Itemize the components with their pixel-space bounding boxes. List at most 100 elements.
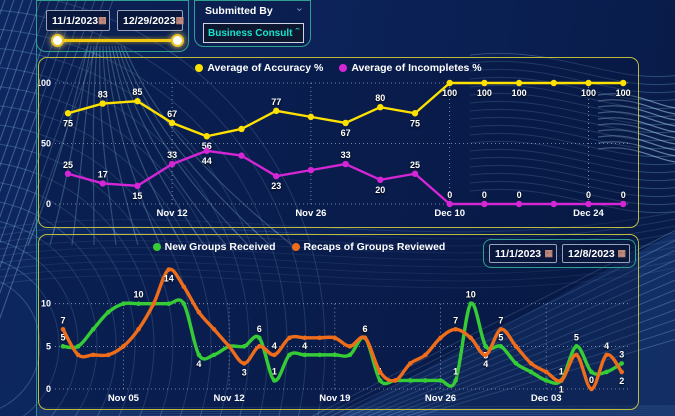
data-point[interactable] xyxy=(332,352,338,358)
data-point[interactable] xyxy=(168,160,176,168)
data-point[interactable] xyxy=(166,267,171,272)
data-point[interactable] xyxy=(134,97,141,105)
data-point[interactable] xyxy=(585,200,592,208)
data-point[interactable] xyxy=(438,378,443,383)
data-point[interactable] xyxy=(377,369,383,375)
data-point[interactable] xyxy=(151,301,156,306)
data-point[interactable] xyxy=(589,369,594,375)
data-point[interactable] xyxy=(99,180,106,187)
data-point[interactable] xyxy=(211,326,217,332)
data-point[interactable] xyxy=(121,344,126,349)
data-point[interactable] xyxy=(342,119,349,127)
data-point[interactable] xyxy=(226,344,232,349)
data-point[interactable] xyxy=(515,79,523,87)
data-point[interactable] xyxy=(238,125,245,133)
data-point[interactable] xyxy=(121,301,126,306)
data-point[interactable] xyxy=(272,378,277,383)
data-point[interactable] xyxy=(589,386,594,392)
data-point[interactable] xyxy=(619,361,624,366)
data-point[interactable] xyxy=(392,378,398,383)
data-point[interactable] xyxy=(257,335,262,341)
data-point[interactable] xyxy=(528,361,534,366)
data-point[interactable] xyxy=(585,79,592,87)
data-point[interactable] xyxy=(446,200,453,208)
data-point[interactable] xyxy=(332,335,338,341)
legend-item-incompletes[interactable]: Average of Incompletes % xyxy=(339,62,482,74)
data-point[interactable] xyxy=(543,369,549,375)
chart2-end-date-input[interactable]: 12/8/2023 ▦ xyxy=(562,244,630,263)
data-point[interactable] xyxy=(302,335,307,341)
data-point[interactable] xyxy=(362,335,368,341)
data-point[interactable] xyxy=(196,309,202,315)
data-point[interactable] xyxy=(498,326,504,332)
data-point[interactable] xyxy=(481,79,488,87)
end-date-input[interactable]: 12/29/2023 ▦ xyxy=(117,10,184,31)
data-point[interactable] xyxy=(408,378,413,383)
data-point[interactable] xyxy=(90,326,96,332)
data-point[interactable] xyxy=(317,352,323,358)
data-point[interactable] xyxy=(134,182,141,190)
data-point[interactable] xyxy=(411,170,419,177)
data-point[interactable] xyxy=(515,200,523,208)
data-point[interactable] xyxy=(168,119,176,127)
data-point[interactable] xyxy=(550,79,557,87)
date-slider-track[interactable] xyxy=(58,39,178,42)
data-point[interactable] xyxy=(620,79,627,87)
data-point[interactable] xyxy=(528,369,534,375)
data-point[interactable] xyxy=(90,352,96,358)
data-point[interactable] xyxy=(423,352,428,358)
data-point[interactable] xyxy=(483,352,489,358)
data-point[interactable] xyxy=(347,352,353,358)
data-point[interactable] xyxy=(287,335,292,341)
data-point[interactable] xyxy=(483,344,489,349)
data-point[interactable] xyxy=(60,326,66,332)
data-point[interactable] xyxy=(513,361,519,366)
data-point[interactable] xyxy=(166,301,171,306)
data-point[interactable] xyxy=(181,284,187,289)
data-point[interactable] xyxy=(408,361,413,366)
data-point[interactable] xyxy=(543,378,549,383)
data-point[interactable] xyxy=(307,166,315,174)
start-date-input[interactable]: 11/1/2023 ▦ xyxy=(46,10,110,31)
data-point[interactable] xyxy=(106,309,111,315)
legend-item-accuracy[interactable]: Average of Accuracy % xyxy=(195,62,323,74)
data-point[interactable] xyxy=(238,152,245,159)
data-point[interactable] xyxy=(272,352,277,358)
data-point[interactable] xyxy=(446,79,453,87)
data-point[interactable] xyxy=(468,301,474,306)
data-point[interactable] xyxy=(181,301,187,306)
data-point[interactable] xyxy=(604,369,609,375)
data-point[interactable] xyxy=(620,200,627,208)
chevron-down-icon[interactable]: ⌄ xyxy=(294,2,304,14)
data-point[interactable] xyxy=(307,113,315,121)
data-point[interactable] xyxy=(203,133,210,140)
data-point[interactable] xyxy=(619,369,624,375)
data-point[interactable] xyxy=(211,352,217,358)
data-point[interactable] xyxy=(317,335,323,341)
data-point[interactable] xyxy=(99,100,106,107)
data-point[interactable] xyxy=(377,176,384,183)
data-point[interactable] xyxy=(377,104,384,111)
legend-item-new-groups[interactable]: New Groups Received xyxy=(152,241,276,253)
data-point[interactable] xyxy=(241,344,247,349)
submitted-by-dropdown[interactable]: Business Consultants ˆ̇ xyxy=(203,23,304,43)
data-point[interactable] xyxy=(559,378,564,383)
data-point[interactable] xyxy=(574,352,579,358)
data-point[interactable] xyxy=(453,326,458,332)
data-point[interactable] xyxy=(481,200,488,208)
data-point[interactable] xyxy=(273,107,280,115)
data-point[interactable] xyxy=(604,352,609,358)
data-point[interactable] xyxy=(75,344,81,349)
data-point[interactable] xyxy=(287,352,292,358)
data-point[interactable] xyxy=(203,147,210,154)
data-point[interactable] xyxy=(342,160,349,168)
data-point[interactable] xyxy=(453,378,458,383)
data-point[interactable] xyxy=(136,326,141,332)
chart2-start-date-input[interactable]: 11/1/2023 ▦ xyxy=(489,244,557,263)
data-point[interactable] xyxy=(241,361,247,366)
data-point[interactable] xyxy=(550,200,557,208)
data-point[interactable] xyxy=(377,378,383,383)
data-point[interactable] xyxy=(196,352,202,358)
data-point[interactable] xyxy=(438,335,443,341)
data-point[interactable] xyxy=(106,352,111,358)
